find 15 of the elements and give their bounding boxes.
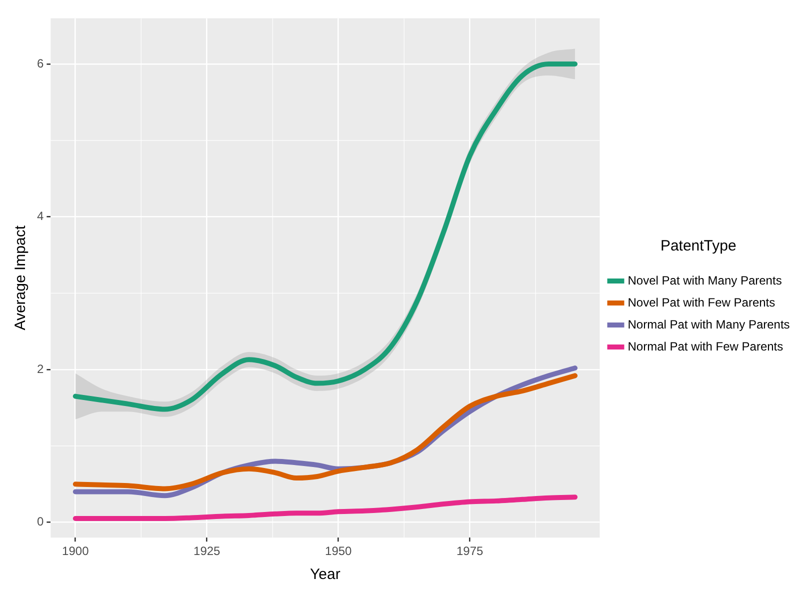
y-tick-label: 0 xyxy=(36,514,44,529)
x-tick-label: 1925 xyxy=(194,544,221,558)
legend-title: PatentType xyxy=(660,238,736,255)
legend-label: Novel Pat with Many Parents xyxy=(628,273,782,288)
y-axis-title: Average Impact xyxy=(12,224,30,330)
legend-label: Normal Pat with Few Parents xyxy=(628,339,784,354)
y-tick-label: 2 xyxy=(36,362,44,376)
y-tick-label: 4 xyxy=(36,209,44,224)
legend-label: Novel Pat with Few Parents xyxy=(628,295,776,310)
y-tick-label: 6 xyxy=(36,56,44,70)
x-axis-title: Year xyxy=(310,566,340,584)
legend-label: Normal Pat with Many Parents xyxy=(628,317,790,332)
x-tick-label: 1900 xyxy=(62,544,90,558)
x-tick-label: 1975 xyxy=(456,544,484,558)
x-tick-label: 1950 xyxy=(325,544,352,558)
